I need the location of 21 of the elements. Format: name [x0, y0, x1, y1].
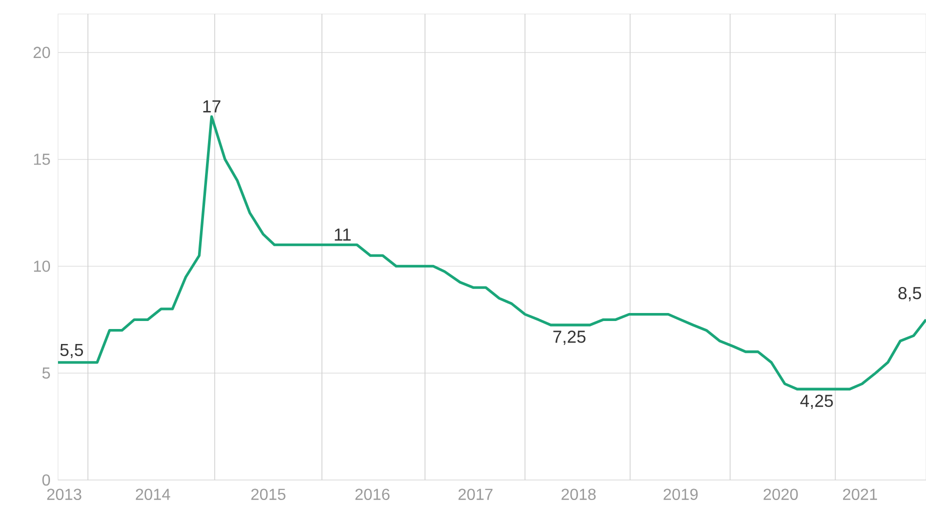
annotation: 7,25 — [553, 330, 586, 345]
annotation: 17 — [203, 100, 220, 112]
x-tick-label: 2017 — [458, 488, 492, 500]
y-tick-label: 10 — [34, 260, 50, 272]
x-tick-label: 2013 — [47, 488, 82, 500]
annotation: 4,25 — [800, 394, 833, 410]
y-tick-label: 20 — [34, 46, 50, 58]
x-tick-label: 2014 — [136, 488, 170, 500]
x-tick-label: 2016 — [355, 488, 390, 500]
x-tick-label: 2018 — [562, 488, 596, 500]
annotation: 8,5 — [898, 286, 922, 302]
x-tick-label: 2021 — [843, 488, 878, 500]
y-tick-label: 15 — [34, 154, 50, 165]
x-tick-label: 2019 — [664, 488, 698, 500]
annotation: 11 — [334, 228, 351, 241]
annotation: 5,5 — [60, 344, 83, 358]
y-tick-label: 5 — [42, 368, 50, 379]
line-series — [56, 115, 926, 390]
x-tick-label: 2015 — [251, 488, 286, 500]
x-tick-label: 2020 — [764, 488, 798, 500]
y-tick-label: 0 — [42, 474, 50, 486]
